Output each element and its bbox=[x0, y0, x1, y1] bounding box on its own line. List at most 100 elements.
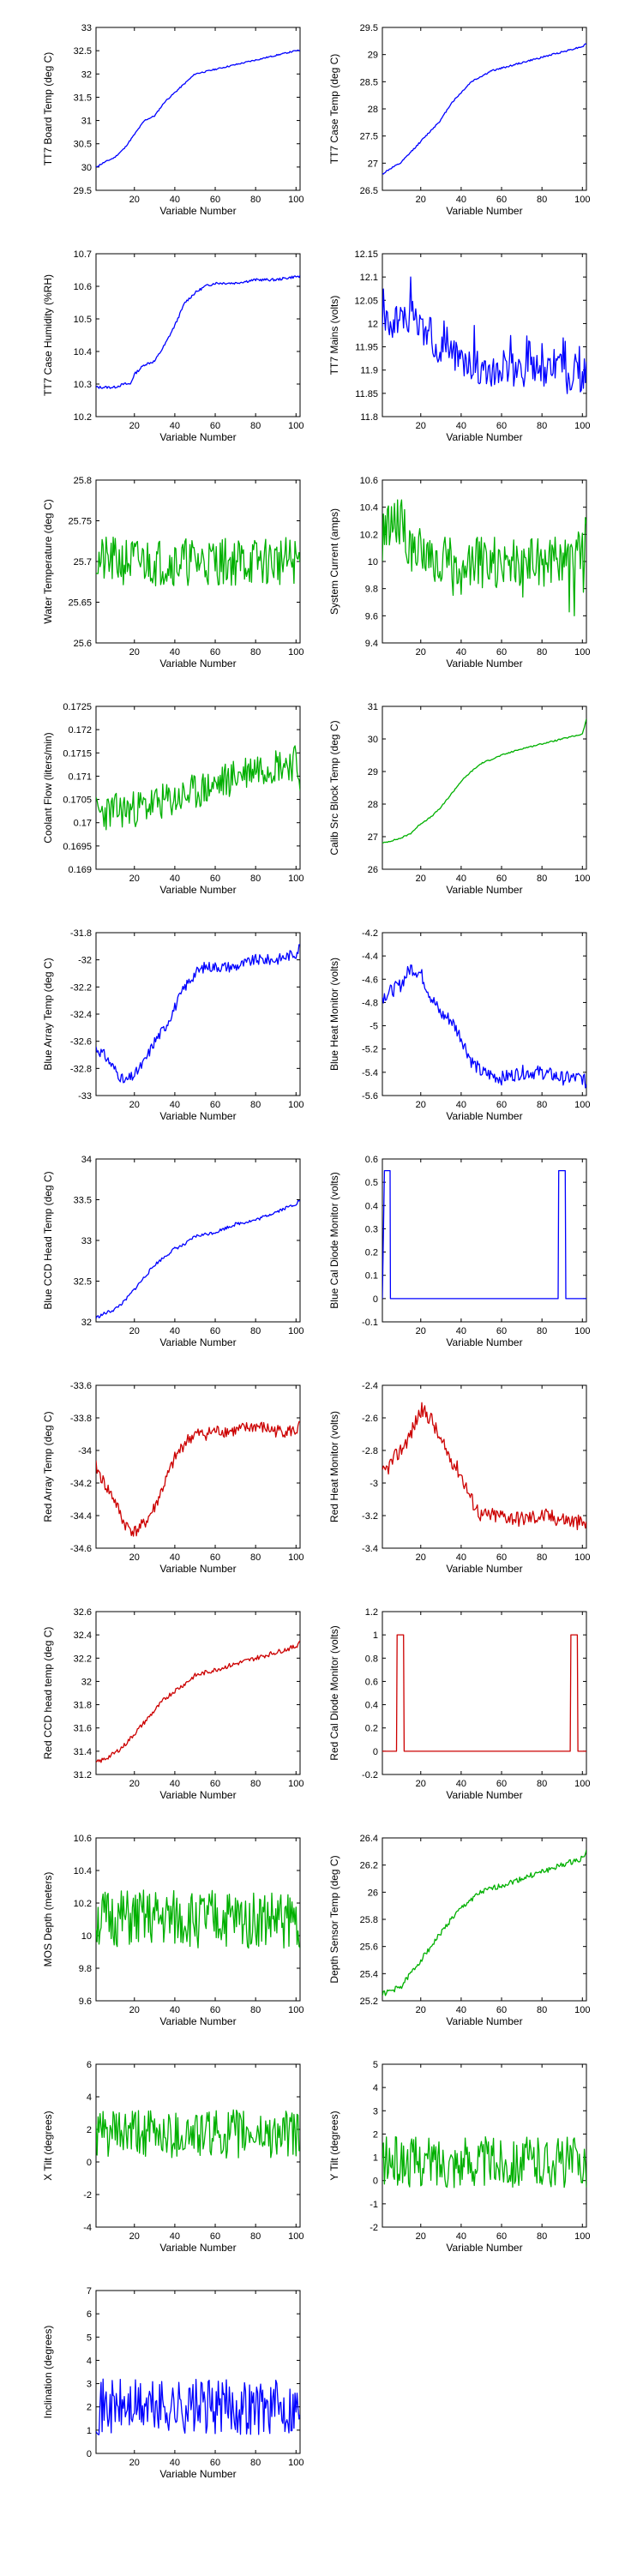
x-tick-label: 20 bbox=[416, 195, 426, 205]
x-axis-label: Variable Number bbox=[159, 1563, 236, 1575]
y-tick-label: 32.2 bbox=[74, 1654, 92, 1664]
x-tick-label: 60 bbox=[496, 1326, 507, 1336]
y-axis-label: TT7 Mains (volts) bbox=[328, 296, 340, 375]
x-tick-label: 40 bbox=[456, 874, 466, 884]
y-tick-label: -33.8 bbox=[70, 1414, 92, 1424]
y-tick-label: 26 bbox=[368, 1888, 378, 1898]
series-line bbox=[382, 43, 586, 175]
x-tick-label: 60 bbox=[210, 195, 220, 205]
x-axis-label: Variable Number bbox=[446, 1789, 522, 1801]
y-tick-label: 5 bbox=[87, 2333, 92, 2343]
x-axis-label: Variable Number bbox=[159, 658, 236, 670]
x-tick-label: 100 bbox=[288, 421, 303, 431]
plot-area bbox=[382, 1611, 587, 1775]
x-tick-label: 80 bbox=[537, 874, 547, 884]
x-axis-label: Variable Number bbox=[159, 1789, 236, 1801]
x-tick-label: 20 bbox=[416, 647, 426, 658]
y-tick-label: 0 bbox=[87, 2158, 92, 2168]
x-tick-label: 20 bbox=[129, 2458, 140, 2468]
y-tick-label: 12 bbox=[368, 319, 378, 329]
y-tick-label: 12.05 bbox=[354, 296, 378, 306]
x-axis-label: Variable Number bbox=[159, 884, 236, 896]
y-tick-label: -2.6 bbox=[362, 1414, 378, 1424]
y-tick-label: 1 bbox=[373, 2153, 378, 2164]
series-line bbox=[96, 2109, 300, 2159]
x-tick-label: 60 bbox=[496, 647, 507, 658]
x-tick-label: 100 bbox=[574, 874, 590, 884]
x-tick-label: 100 bbox=[574, 1779, 590, 1789]
series-line bbox=[96, 536, 300, 587]
y-tick-label: 29 bbox=[368, 767, 378, 778]
x-tick-label: 100 bbox=[574, 421, 590, 431]
y-tick-label: 9.6 bbox=[79, 1997, 92, 2007]
x-tick-label: 60 bbox=[210, 1779, 220, 1789]
y-tick-label: 10.5 bbox=[74, 315, 92, 325]
plot-area bbox=[95, 2290, 301, 2454]
y-tick-label: 1 bbox=[373, 1630, 378, 1641]
chart-16: 20 40 60 80 100 -0.2 0 0.2 0.4 0.6 0.8 1 1.2 Variable… bbox=[328, 1607, 590, 1801]
x-tick-label: 80 bbox=[537, 421, 547, 431]
y-tick-label: 9.4 bbox=[365, 639, 378, 649]
x-tick-label: 100 bbox=[288, 1779, 303, 1789]
x-axis-label: Variable Number bbox=[446, 2242, 522, 2254]
y-tick-label: 0.169 bbox=[68, 865, 92, 875]
y-tick-label: 32.5 bbox=[74, 46, 92, 57]
plot-area bbox=[382, 1158, 587, 1323]
x-tick-label: 100 bbox=[574, 647, 590, 658]
y-tick-label: 10 bbox=[81, 1931, 92, 1942]
y-tick-label: 10.6 bbox=[74, 282, 92, 292]
x-tick-label: 80 bbox=[250, 421, 261, 431]
y-tick-label: 6 bbox=[87, 2060, 92, 2070]
x-tick-label: 20 bbox=[129, 1779, 140, 1789]
x-tick-label: 80 bbox=[537, 195, 547, 205]
y-tick-label: 0.4 bbox=[365, 1201, 378, 1211]
y-tick-label: 25.2 bbox=[360, 1997, 378, 2007]
y-tick-label: -34 bbox=[78, 1446, 92, 1456]
plot-area bbox=[382, 479, 587, 644]
x-tick-label: 80 bbox=[250, 1326, 261, 1336]
y-tick-label: 27.5 bbox=[360, 132, 378, 142]
x-tick-label: 60 bbox=[210, 421, 220, 431]
y-tick-label: 25.8 bbox=[360, 1915, 378, 1925]
chart-9: 20 40 60 80 100 -33 -32.8 -32.6 -32.4 -32.2 -32 -31… bbox=[42, 928, 303, 1122]
x-tick-label: 80 bbox=[250, 2458, 261, 2468]
x-tick-label: 80 bbox=[250, 874, 261, 884]
x-axis-label: Variable Number bbox=[446, 1110, 522, 1122]
y-tick-label: 25.4 bbox=[360, 1969, 378, 1979]
y-tick-label: -5.6 bbox=[362, 1091, 378, 1102]
y-tick-label: 29.5 bbox=[360, 23, 378, 33]
x-tick-label: 40 bbox=[170, 1326, 180, 1336]
x-tick-label: 100 bbox=[574, 1100, 590, 1110]
x-axis-label: Variable Number bbox=[446, 884, 522, 896]
y-tick-label: -3 bbox=[370, 1479, 378, 1489]
y-tick-label: 10.3 bbox=[74, 380, 92, 390]
y-tick-label: 9.8 bbox=[365, 585, 378, 595]
x-tick-label: 20 bbox=[416, 1326, 426, 1336]
y-tick-label: -4.4 bbox=[362, 952, 378, 962]
y-tick-label: 0 bbox=[373, 1747, 378, 1757]
x-tick-label: 100 bbox=[574, 1326, 590, 1336]
y-axis-label: TT7 Case Temp (deg C) bbox=[328, 54, 340, 165]
chart-6: 20 40 60 80 100 9.4 9.6 9.8 10 10.2 10.4 10.6 Variab… bbox=[328, 476, 590, 670]
chart-20: 20 40 60 80 100 -2 -1 0 1 2 3 4 5 Variable Number Y Ti… bbox=[328, 2060, 590, 2254]
plot-area bbox=[382, 932, 587, 1096]
y-tick-label: 0.17 bbox=[74, 819, 92, 829]
y-tick-label: 10.7 bbox=[74, 249, 92, 260]
y-tick-label: 32 bbox=[81, 69, 92, 80]
series-line bbox=[382, 276, 586, 394]
x-tick-label: 20 bbox=[129, 421, 140, 431]
y-tick-label: 31 bbox=[81, 117, 92, 127]
plot-area bbox=[382, 2063, 587, 2228]
y-tick-label: 33 bbox=[81, 1236, 92, 1246]
plot-area bbox=[382, 1837, 587, 2002]
x-tick-label: 40 bbox=[456, 2231, 466, 2242]
x-tick-label: 60 bbox=[210, 647, 220, 658]
y-tick-label: 31.6 bbox=[74, 1724, 92, 1734]
x-tick-label: 100 bbox=[288, 2005, 303, 2015]
y-tick-label: 30.5 bbox=[74, 140, 92, 150]
x-tick-label: 40 bbox=[170, 2005, 180, 2015]
x-tick-label: 100 bbox=[574, 2231, 590, 2242]
x-tick-label: 40 bbox=[456, 195, 466, 205]
y-axis-label: Blue Heat Monitor (volts) bbox=[328, 958, 340, 1071]
